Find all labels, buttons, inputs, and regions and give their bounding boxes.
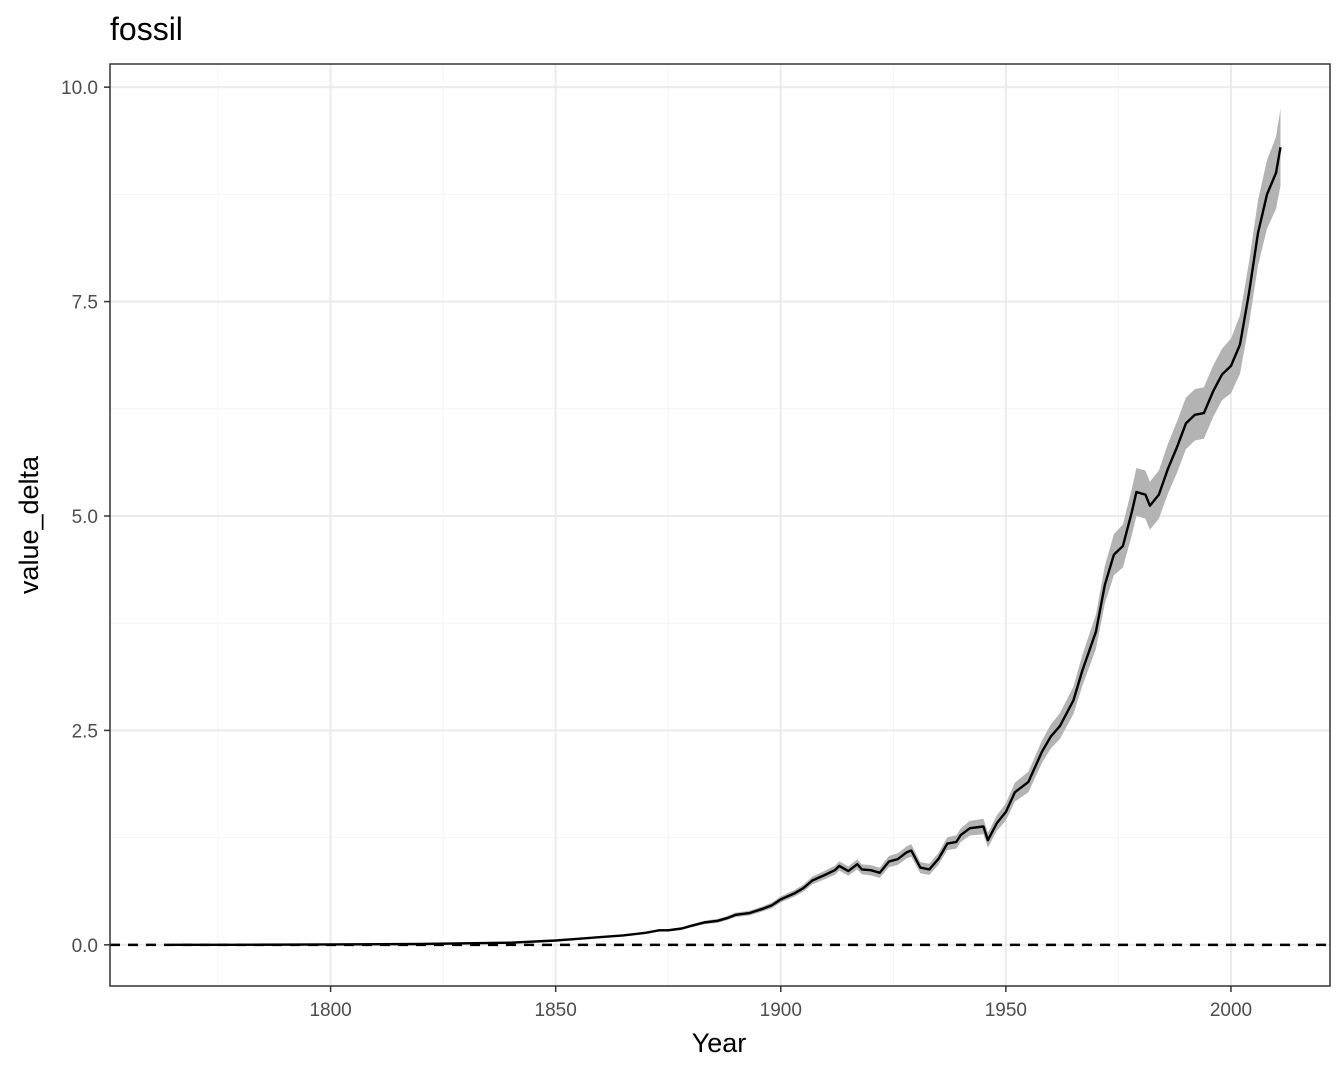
major-gridlines [110,64,1330,986]
y-tick-label: 7.5 [72,293,98,314]
y-tick-label: 0.0 [72,936,98,957]
y-axis: 0.0 2.5 5.0 7.5 10.0 [61,78,110,957]
chart-title: fossil [110,11,183,47]
plot-panel [109,63,1331,987]
x-axis-title: Year [692,1028,747,1058]
y-tick-label: 10.0 [61,78,98,99]
panel-border [109,63,1331,987]
x-tick-label: 1950 [985,1000,1027,1021]
x-tick-label: 2000 [1210,1000,1252,1021]
x-tick-label: 1850 [535,1000,577,1021]
series-line [173,146,1282,946]
y-tick-label: 2.5 [72,721,98,742]
y-axis-title: value_delta [14,455,44,594]
x-axis: 1800 1850 1900 1950 2000 [309,986,1252,1021]
x-tick-label: 1900 [760,1000,802,1021]
y-tick-label: 5.0 [72,507,98,528]
x-tick-label: 1800 [309,1000,351,1021]
minor-gridlines [110,64,1330,986]
